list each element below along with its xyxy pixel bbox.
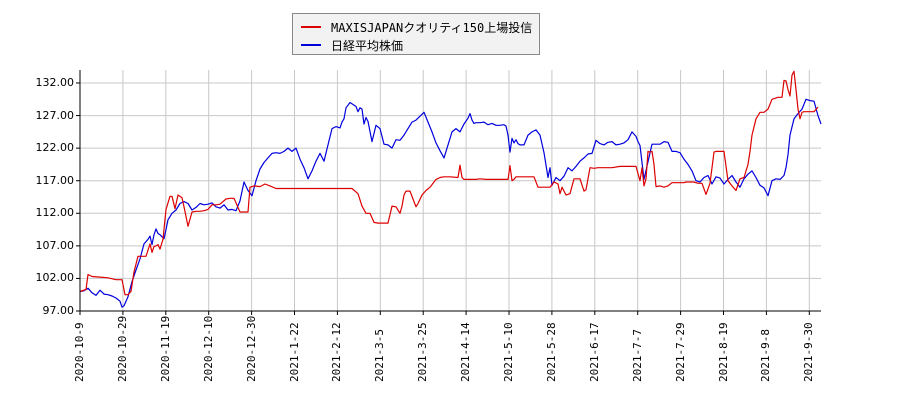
x-tick-label: 2021-6-17 <box>587 322 601 382</box>
y-tick-label: 117.00 <box>35 173 75 187</box>
x-tick-label: 2021-5-10 <box>502 322 515 382</box>
y-tick-label: 102.00 <box>35 271 75 285</box>
x-tick-label: 2021-8-19 <box>716 322 730 382</box>
x-tick-label: 2021-3-5 <box>373 329 387 382</box>
legend-item-maxis: MAXISJAPANクオリティ150上場投信 <box>301 18 532 36</box>
legend-item-nikkei: 日経平均株価 <box>301 36 403 54</box>
x-tick-label: 2021-5-28 <box>544 322 558 382</box>
y-tick-label: 132.00 <box>35 76 75 89</box>
series-line-nikkei <box>79 98 822 308</box>
legend-label: MAXISJAPANクオリティ150上場投信 <box>331 20 533 35</box>
chart-grid <box>80 70 821 311</box>
series-line-maxis <box>79 70 819 296</box>
chart-axes <box>76 70 821 315</box>
x-tick-label: 2020-12-10 <box>201 315 215 382</box>
x-tick-label: 2021-7-7 <box>630 329 644 382</box>
legend-swatch-red <box>301 26 321 28</box>
chart-lines <box>79 70 822 308</box>
y-tick-label: 97.00 <box>42 304 75 317</box>
chart-legend: MAXISJAPANクオリティ150上場投信 日経平均株価 <box>292 13 540 55</box>
x-tick-label: 2021-3-25 <box>416 322 430 382</box>
y-tick-label: 107.00 <box>35 238 75 252</box>
legend-label: 日経平均株価 <box>331 38 404 53</box>
x-tick-label: 2021-9-8 <box>759 329 773 382</box>
x-tick-label: 2021-1-22 <box>287 322 301 382</box>
x-tick-label: 2021-9-30 <box>802 322 816 382</box>
x-tick-label: 2020-10-29 <box>115 315 129 382</box>
x-tick-label: 2020-12-30 <box>244 315 258 382</box>
y-tick-label: 112.00 <box>35 206 75 220</box>
x-tick-label: 2021-4-14 <box>459 322 473 382</box>
y-tick-label: 127.00 <box>35 108 75 122</box>
x-tick-label: 2020-10-9 <box>73 322 86 382</box>
y-tick-label: 122.00 <box>35 141 75 155</box>
legend-swatch-blue <box>301 44 321 46</box>
x-tick-label: 2020-11-19 <box>158 315 172 382</box>
x-tick-label: 2021-2-12 <box>330 322 344 382</box>
x-tick-label: 2021-7-29 <box>673 322 687 382</box>
